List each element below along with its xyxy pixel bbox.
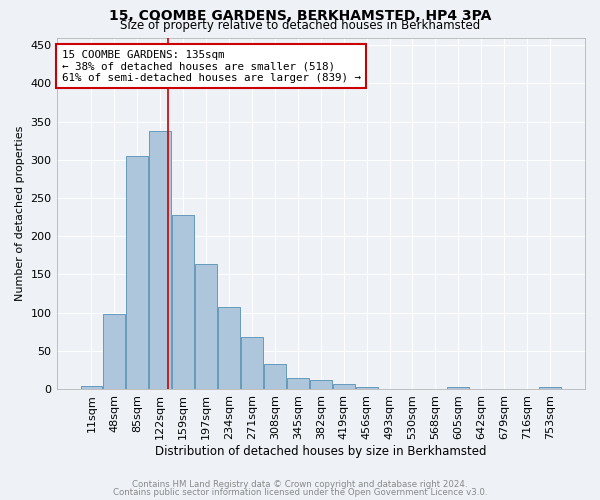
- Text: Size of property relative to detached houses in Berkhamsted: Size of property relative to detached ho…: [120, 19, 480, 32]
- Bar: [172, 215, 194, 389]
- Text: Contains HM Land Registry data © Crown copyright and database right 2024.: Contains HM Land Registry data © Crown c…: [132, 480, 468, 489]
- Bar: [448, 387, 469, 389]
- Bar: [264, 364, 286, 389]
- Bar: [333, 384, 355, 389]
- Text: 15 COOMBE GARDENS: 135sqm
← 38% of detached houses are smaller (518)
61% of semi: 15 COOMBE GARDENS: 135sqm ← 38% of detac…: [62, 50, 361, 83]
- Bar: [287, 378, 309, 389]
- Bar: [127, 156, 148, 389]
- Bar: [241, 337, 263, 389]
- Text: Contains public sector information licensed under the Open Government Licence v3: Contains public sector information licen…: [113, 488, 487, 497]
- Bar: [539, 387, 561, 389]
- Y-axis label: Number of detached properties: Number of detached properties: [15, 126, 25, 301]
- Bar: [218, 306, 240, 389]
- Bar: [103, 314, 125, 389]
- Bar: [356, 387, 377, 389]
- X-axis label: Distribution of detached houses by size in Berkhamsted: Distribution of detached houses by size …: [155, 444, 487, 458]
- Bar: [80, 386, 103, 389]
- Bar: [149, 130, 171, 389]
- Bar: [310, 380, 332, 389]
- Bar: [195, 264, 217, 389]
- Text: 15, COOMBE GARDENS, BERKHAMSTED, HP4 3PA: 15, COOMBE GARDENS, BERKHAMSTED, HP4 3PA: [109, 9, 491, 23]
